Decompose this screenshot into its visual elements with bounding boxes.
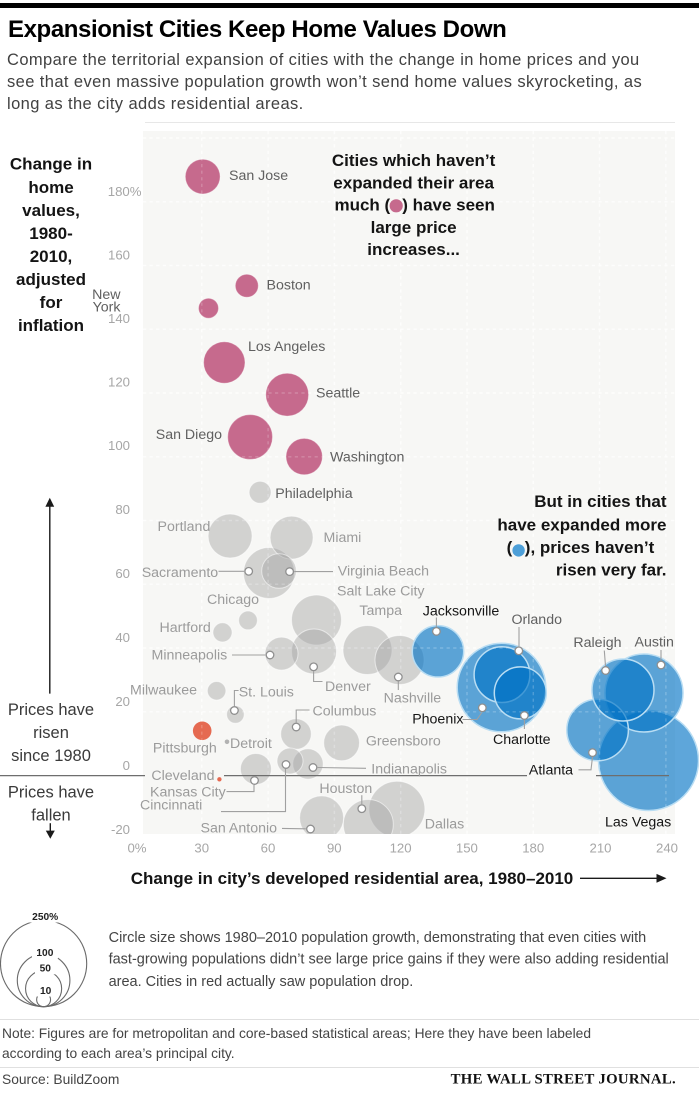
svg-text:St. Louis: St. Louis	[239, 685, 294, 701]
svg-text:Change in city’s developed res: Change in city’s developed residential a…	[131, 869, 574, 888]
svg-text:Dallas: Dallas	[425, 817, 464, 833]
svg-text:inflation: inflation	[18, 316, 84, 335]
svg-text:Philadelphia: Philadelphia	[275, 486, 352, 502]
svg-text:Portland: Portland	[158, 519, 211, 535]
svg-text:Greensboro: Greensboro	[366, 733, 441, 749]
svg-text:San Diego: San Diego	[156, 427, 222, 443]
svg-text:San Jose: San Jose	[229, 168, 288, 184]
svg-text:much (: much (	[334, 196, 390, 215]
svg-text:fast-growing populations didn’: fast-growing populations didn’t see larg…	[109, 952, 669, 968]
svg-text:20: 20	[115, 694, 130, 709]
svg-text:250%: 250%	[32, 912, 58, 923]
svg-text:Phoenix: Phoenix	[412, 711, 463, 727]
svg-text:Miami: Miami	[324, 530, 362, 546]
svg-text:area. Cities in red actually s: area. Cities in red actually saw populat…	[109, 974, 414, 990]
svg-text:Atlanta: Atlanta	[529, 763, 573, 779]
svg-text:100: 100	[36, 948, 53, 959]
svg-text:), prices haven’t: ), prices haven’t	[525, 538, 655, 557]
svg-text:risen very far.: risen very far.	[556, 561, 667, 580]
svg-text:Sacramento: Sacramento	[142, 565, 219, 581]
svg-text:180: 180	[522, 840, 544, 855]
svg-text:home: home	[28, 178, 73, 197]
svg-text:140: 140	[108, 311, 130, 326]
svg-text:Los Angeles: Los Angeles	[248, 339, 325, 355]
svg-text:values,: values,	[22, 201, 80, 220]
svg-text:since 1980: since 1980	[11, 747, 91, 765]
svg-text:Indianapolis: Indianapolis	[371, 762, 447, 778]
svg-text:Orlando: Orlando	[512, 612, 563, 628]
svg-text:1980-: 1980-	[29, 224, 72, 243]
svg-text:Columbus: Columbus	[313, 704, 377, 720]
svg-text:60: 60	[115, 566, 130, 581]
svg-text:Circle size shows 1980–2010 po: Circle size shows 1980–2010 population g…	[109, 930, 647, 946]
svg-text:increases...: increases...	[367, 240, 460, 259]
svg-text:(: (	[507, 538, 513, 557]
svg-text:Cleveland: Cleveland	[151, 768, 214, 784]
svg-text:Chicago: Chicago	[207, 592, 259, 608]
svg-text:100: 100	[108, 438, 130, 453]
svg-text:Nashville: Nashville	[384, 690, 442, 706]
svg-text:Cities which haven’t: Cities which haven’t	[332, 151, 496, 170]
svg-text:risen: risen	[33, 724, 69, 742]
svg-text:Note: Figures are for metropol: Note: Figures are for metropolitan and c…	[2, 1026, 591, 1041]
svg-text:Jacksonville: Jacksonville	[423, 604, 500, 620]
svg-text:Las Vegas: Las Vegas	[605, 814, 671, 830]
svg-text:0: 0	[123, 758, 130, 773]
svg-text:San Antonio: San Antonio	[201, 821, 278, 837]
svg-text:160: 160	[108, 247, 130, 262]
svg-text:Change in: Change in	[10, 155, 92, 174]
svg-text:120: 120	[390, 840, 412, 855]
svg-text:Pittsburgh: Pittsburgh	[153, 741, 217, 757]
svg-text:York: York	[93, 300, 122, 316]
svg-text:180%: 180%	[108, 184, 142, 199]
svg-text:Austin: Austin	[635, 635, 674, 651]
svg-text:30: 30	[194, 840, 209, 855]
svg-text:Minneapolis: Minneapolis	[152, 648, 228, 664]
svg-text:have expanded more: have expanded more	[497, 516, 666, 535]
svg-text:80: 80	[115, 502, 130, 517]
svg-text:New: New	[92, 287, 121, 303]
svg-text:240: 240	[656, 840, 678, 855]
svg-text:2010,: 2010,	[30, 247, 73, 266]
svg-text:fallen: fallen	[31, 807, 70, 825]
svg-text:150: 150	[456, 840, 478, 855]
svg-text:Prices have: Prices have	[8, 784, 94, 802]
svg-text:120: 120	[108, 374, 130, 389]
svg-text:Milwaukee: Milwaukee	[130, 683, 197, 699]
svg-text:Denver: Denver	[325, 679, 371, 695]
svg-text:Detroit: Detroit	[230, 736, 272, 752]
svg-text:THE WALL STREET JOURNAL.: THE WALL STREET JOURNAL.	[451, 1071, 676, 1087]
svg-text:0%: 0%	[127, 840, 146, 855]
svg-text:40: 40	[115, 630, 130, 645]
svg-text:Seattle: Seattle	[316, 385, 360, 401]
svg-text:Boston: Boston	[267, 277, 311, 293]
svg-text:50: 50	[40, 964, 52, 975]
svg-text:60: 60	[261, 840, 276, 855]
svg-text:for: for	[40, 293, 63, 312]
svg-text:10: 10	[40, 986, 52, 997]
svg-text:according to each area’s princ: according to each area’s principal city.	[2, 1046, 235, 1061]
svg-text:large price: large price	[371, 218, 457, 237]
svg-text:But in cities that: But in cities that	[534, 492, 667, 511]
svg-text:-20: -20	[111, 822, 130, 837]
svg-text:Raleigh: Raleigh	[573, 635, 621, 651]
svg-text:expanded their area: expanded their area	[333, 173, 494, 192]
svg-text:Washington: Washington	[330, 449, 404, 465]
svg-text:Houston: Houston	[319, 781, 372, 797]
svg-text:Prices have: Prices have	[8, 701, 94, 719]
svg-text:) have seen: ) have seen	[402, 196, 495, 215]
svg-text:Hartford: Hartford	[160, 620, 211, 636]
svg-text:90: 90	[327, 840, 342, 855]
svg-text:210: 210	[589, 840, 611, 855]
svg-text:adjusted: adjusted	[16, 270, 86, 289]
svg-text:Virginia Beach: Virginia Beach	[338, 563, 429, 579]
svg-text:Salt Lake City: Salt Lake City	[337, 584, 425, 600]
svg-text:Source: BuildZoom: Source: BuildZoom	[2, 1072, 119, 1087]
svg-text:Cincinnati: Cincinnati	[140, 798, 202, 814]
svg-text:Kansas City: Kansas City	[150, 785, 227, 801]
svg-text:Charlotte: Charlotte	[493, 732, 551, 748]
svg-text:Tampa: Tampa	[359, 603, 402, 619]
